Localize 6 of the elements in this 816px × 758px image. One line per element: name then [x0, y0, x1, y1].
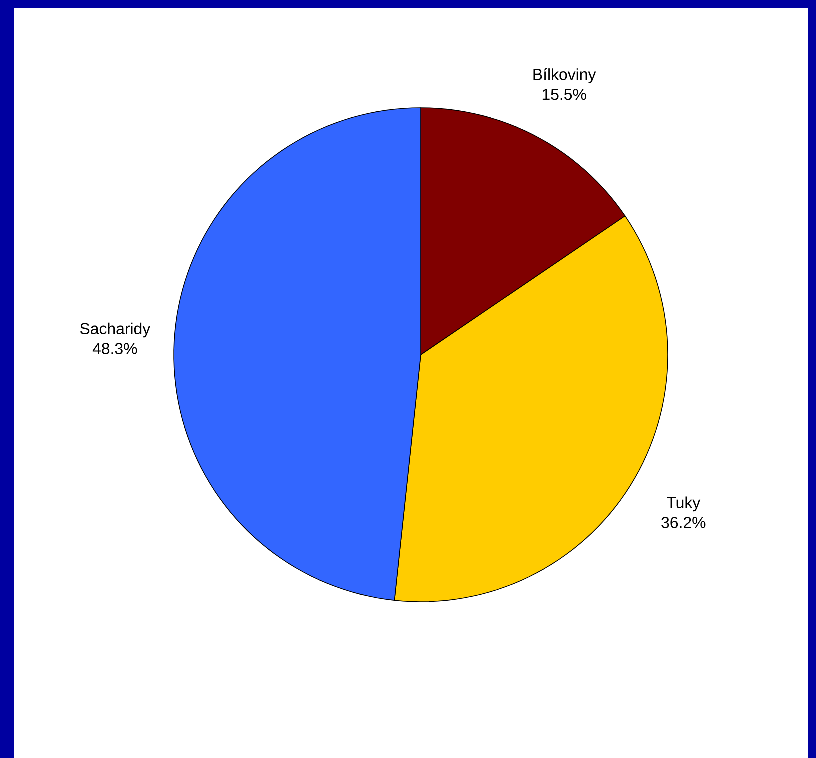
slice-label: Tuky: [667, 496, 701, 512]
slice-label: Sacharidy: [80, 322, 151, 338]
slice-label: Bílkoviny: [534, 68, 596, 84]
data-label: 15.5%: [542, 89, 586, 100]
data-label: 48.3%: [92, 343, 138, 354]
data-label: 36.2%: [662, 517, 706, 528]
